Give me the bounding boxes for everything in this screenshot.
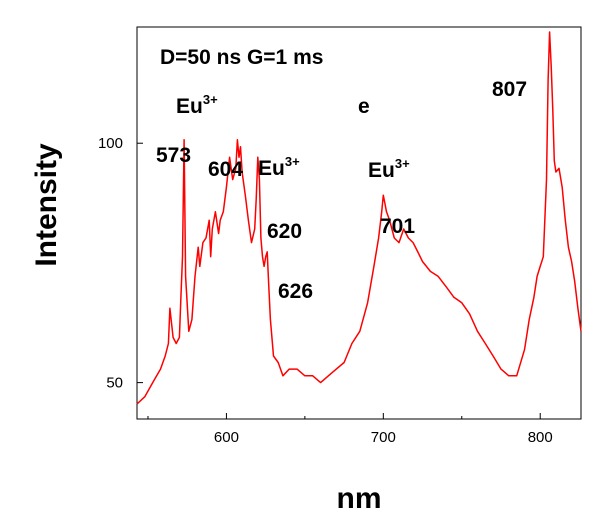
x-tick-label: 800 xyxy=(528,429,553,446)
annotation-label: D=50 ns G=1 ms xyxy=(160,46,323,69)
annotation-label: e xyxy=(358,95,370,118)
x-tick-label: 700 xyxy=(371,429,396,446)
annotation-superscript: 3+ xyxy=(395,156,410,171)
annotation-superscript: 3+ xyxy=(285,154,300,169)
annotations: D=50 ns G=1 ms Eu3+ e 807 573 604 Eu3+ Eu3+ 620 7… xyxy=(156,46,527,303)
annotation-label: Eu3+ xyxy=(176,92,218,118)
annotation-label: Eu3+ xyxy=(258,154,300,180)
y-tick-label: 50 xyxy=(106,375,123,392)
annotation-label: Eu3+ xyxy=(368,156,410,182)
annotation-label: 807 xyxy=(492,78,527,101)
y-tick-label: 100 xyxy=(98,135,123,152)
annotation-label: 573 xyxy=(156,144,191,167)
annotation-label: 604 xyxy=(208,158,243,181)
y-axis: 50 100 xyxy=(98,135,143,392)
series-line xyxy=(136,31,582,405)
annotation-label: 620 xyxy=(267,220,302,243)
x-axis: 600 700 800 xyxy=(147,413,553,446)
annotation-label: 626 xyxy=(278,280,313,303)
y-axis-label: Intensity xyxy=(30,143,63,267)
x-axis-label: nm xyxy=(337,482,382,515)
x-tick-label: 600 xyxy=(214,429,239,446)
plot-frame xyxy=(136,26,582,420)
annotation-label: 701 xyxy=(380,215,415,238)
annotation-superscript: 3+ xyxy=(203,92,218,107)
